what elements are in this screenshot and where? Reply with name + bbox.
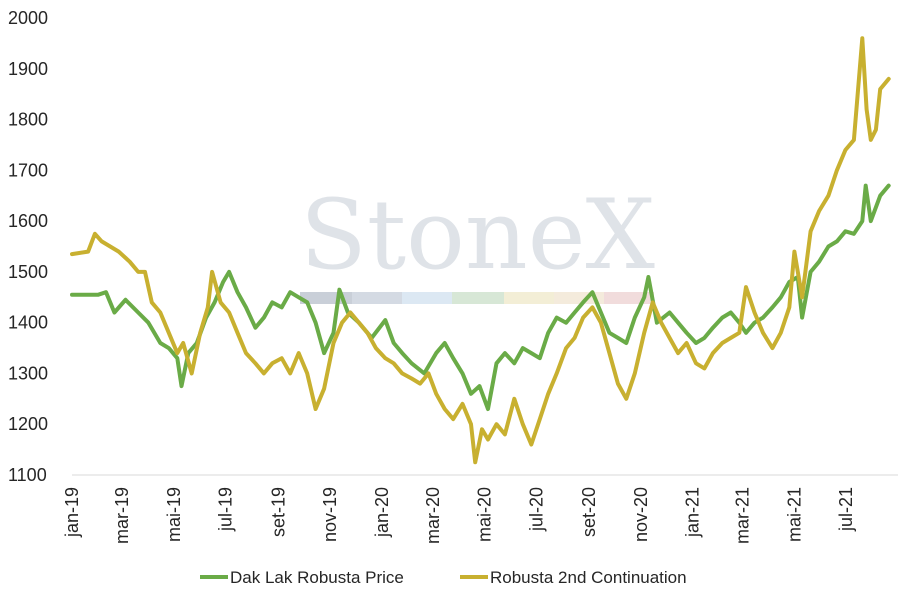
watermark-bar-3 bbox=[402, 292, 452, 304]
series-lines bbox=[70, 36, 891, 465]
y-axis: 1100 1200 1300 1400 1500 1600 1700 1800 1900 2000 bbox=[8, 8, 48, 485]
x-tick-label: mar-19 bbox=[112, 487, 132, 544]
series-line-1 bbox=[70, 183, 891, 411]
series-line-2 bbox=[70, 36, 891, 465]
y-tick-label: 1300 bbox=[8, 363, 48, 383]
y-tick-label: 1800 bbox=[8, 110, 48, 130]
x-tick-label: mai-21 bbox=[784, 487, 804, 542]
legend: Dak Lak Robusta Price Robusta 2nd Continu… bbox=[200, 568, 687, 587]
x-tick-label: jul-21 bbox=[836, 487, 856, 532]
x-tick-label: jan-20 bbox=[372, 487, 392, 538]
x-tick-label: mai-19 bbox=[164, 487, 184, 542]
watermark-bar-2 bbox=[352, 292, 402, 304]
x-tick-label: jul-19 bbox=[216, 487, 236, 532]
x-axis: jan-19 mar-19 mai-19 jul-19 set-19 nov-19 jan-… bbox=[62, 474, 898, 544]
x-tick-label: mar-21 bbox=[733, 487, 753, 544]
x-tick-label: set-20 bbox=[579, 487, 599, 537]
legend-label: Dak Lak Robusta Price bbox=[230, 568, 404, 587]
watermark-logo-text: StoneX bbox=[300, 179, 655, 291]
y-tick-label: 1600 bbox=[8, 211, 48, 231]
y-tick-label: 1400 bbox=[8, 313, 48, 333]
y-tick-label: 1900 bbox=[8, 59, 48, 79]
y-tick-label: 1700 bbox=[8, 160, 48, 180]
watermark-bar-4 bbox=[452, 292, 504, 304]
x-tick-label: jul-20 bbox=[526, 487, 546, 532]
y-tick-label: 2000 bbox=[8, 8, 48, 28]
y-tick-label: 1100 bbox=[8, 465, 47, 485]
x-tick-label: nov-19 bbox=[320, 487, 340, 542]
y-tick-label: 1200 bbox=[8, 414, 48, 434]
x-tick-label: set-19 bbox=[268, 487, 288, 537]
x-tick-label: jan-21 bbox=[683, 487, 703, 538]
legend-label: Robusta 2nd Continuation bbox=[490, 568, 687, 587]
watermark-bar-5 bbox=[504, 292, 554, 304]
x-tick-label: jan-19 bbox=[62, 487, 82, 538]
watermark: StoneX bbox=[300, 179, 655, 304]
x-tick-label: nov-20 bbox=[631, 487, 651, 542]
y-tick-label: 1500 bbox=[8, 262, 48, 282]
x-tick-label: mar-20 bbox=[423, 487, 443, 544]
x-tick-label: mai-20 bbox=[475, 487, 495, 542]
